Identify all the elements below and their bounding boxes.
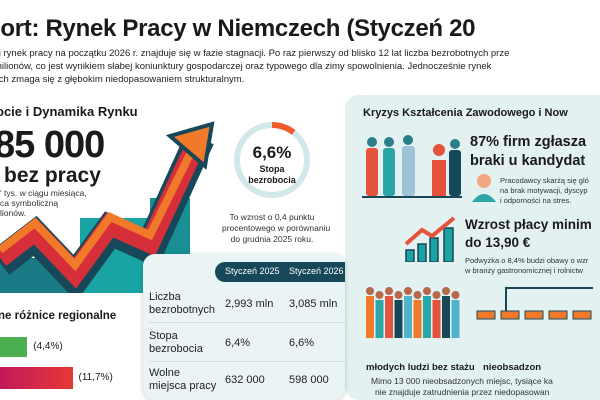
divider [149,361,345,362]
desc-line: ' tys. w ciągu miesiąca, [0,188,87,198]
row-label: Wolne miejsca pracy [149,367,217,392]
donut-fill [234,122,310,198]
workers-illustration [362,135,462,198]
row-label: Stopa bezrobocia [149,330,203,355]
divider [149,322,345,323]
person-body [394,300,403,338]
stat-desc: Podwyżka o 8,4% budzi obawy o wzr [465,256,589,265]
empty-chairs-illustration [476,287,593,320]
table-cell: 598 000 [289,374,329,386]
section-heading: ocie i Dynamika Rynku [0,104,138,119]
person-head [442,287,450,295]
footer-line: Mimo 13 000 nieobsadzonych miejsc, tysią… [371,376,553,386]
intro-line: milionów, co jest wynikiem słabej koniun… [0,61,492,72]
donut-label: Stopa [259,164,285,174]
person-head [432,291,441,299]
table-header: Styczeń 2025 Styczeń 2026 [215,262,345,282]
donut-desc: To wzrost o 0,4 punktu [229,212,315,222]
right-heading: Kryzys Kształcenia Zawodowego i Now [363,107,568,119]
table-cell: 6,4% [225,337,251,349]
person-body [432,300,441,338]
donut-desc: procentowego w porównaniu [222,223,331,233]
column-header: Styczeń 2026 [289,266,344,276]
person-head [413,291,422,299]
person-body [442,296,450,338]
person-head [404,287,412,295]
comparison-table: Styczeń 2025 Styczeń 2026 Liczba bezrobot… [143,254,345,400]
stat-desc: na brak motywacji, dyscyp [500,186,588,195]
donut-label: bezrobocia [248,175,296,185]
person-head [375,291,384,299]
unemployed-label: bez pracy [4,164,101,187]
table-cell: 3,085 mln [289,298,338,310]
intro-line: ych zmaga się z głębokim niedopasowaniem… [0,74,245,85]
stat-desc: w branży gastronomicznej i rolnictw [465,266,583,275]
person-body [404,296,412,338]
person-head [451,291,460,299]
vacant-label: nieobsadzon [483,362,542,373]
table-cell: 2,993 mln [225,298,274,310]
person-body [423,296,431,338]
donut-desc: do grudnia 2025 roku. [230,234,314,244]
column-header: Styczeń 2025 [225,266,280,276]
regional-bar-label: (11,7%) [78,372,113,383]
stat-desc: i odporności na stres. [500,196,572,205]
regional-bar [0,337,28,357]
person-body [385,296,393,338]
footer-line: nie znajduje zatrudnienia przez niedopas… [375,387,550,397]
stat-desc: Pracodawcy skarżą się gló [500,176,589,185]
unemployed-count: 85 000 [0,124,105,166]
young-people-illustration [366,287,460,338]
desc-line: ca symboliczną [0,198,59,208]
stat-headline: Wzrost płacy minim [465,217,592,232]
person-body [451,300,460,338]
page-title: port: Rynek Pracy w Niemczech (Styczeń 2… [0,15,476,42]
stat-headline: 87% firm zgłasza [470,134,587,150]
row-label: Liczba bezrobotnych [149,291,216,316]
stat-headline: do 13,90 € [465,235,531,250]
unemployment-donut [234,122,310,198]
person-head [385,287,393,295]
person-body [375,300,384,338]
person-body [413,300,422,338]
person-head [423,287,431,295]
youth-label: młodych ludzi bez stażu [366,362,475,373]
donut-value: 6,6% [252,143,292,162]
regional-heading: ne różnice regionalne [0,310,117,322]
employer-icon [472,174,496,202]
regional-bar-label: (4,4%) [33,341,63,352]
person-head [394,291,403,299]
intro-line: ki rynek pracy na początku 2026 r. znajd… [0,48,510,59]
person-head [366,287,374,295]
stat-headline: braki u kandydat [470,153,586,169]
table-cell: 6,6% [289,337,315,349]
table-cell: 632 000 [225,374,265,386]
person-body [366,296,374,338]
regional-bar [0,367,73,389]
desc-line: lionów. [0,208,26,218]
wage-chart-icon [404,216,456,262]
